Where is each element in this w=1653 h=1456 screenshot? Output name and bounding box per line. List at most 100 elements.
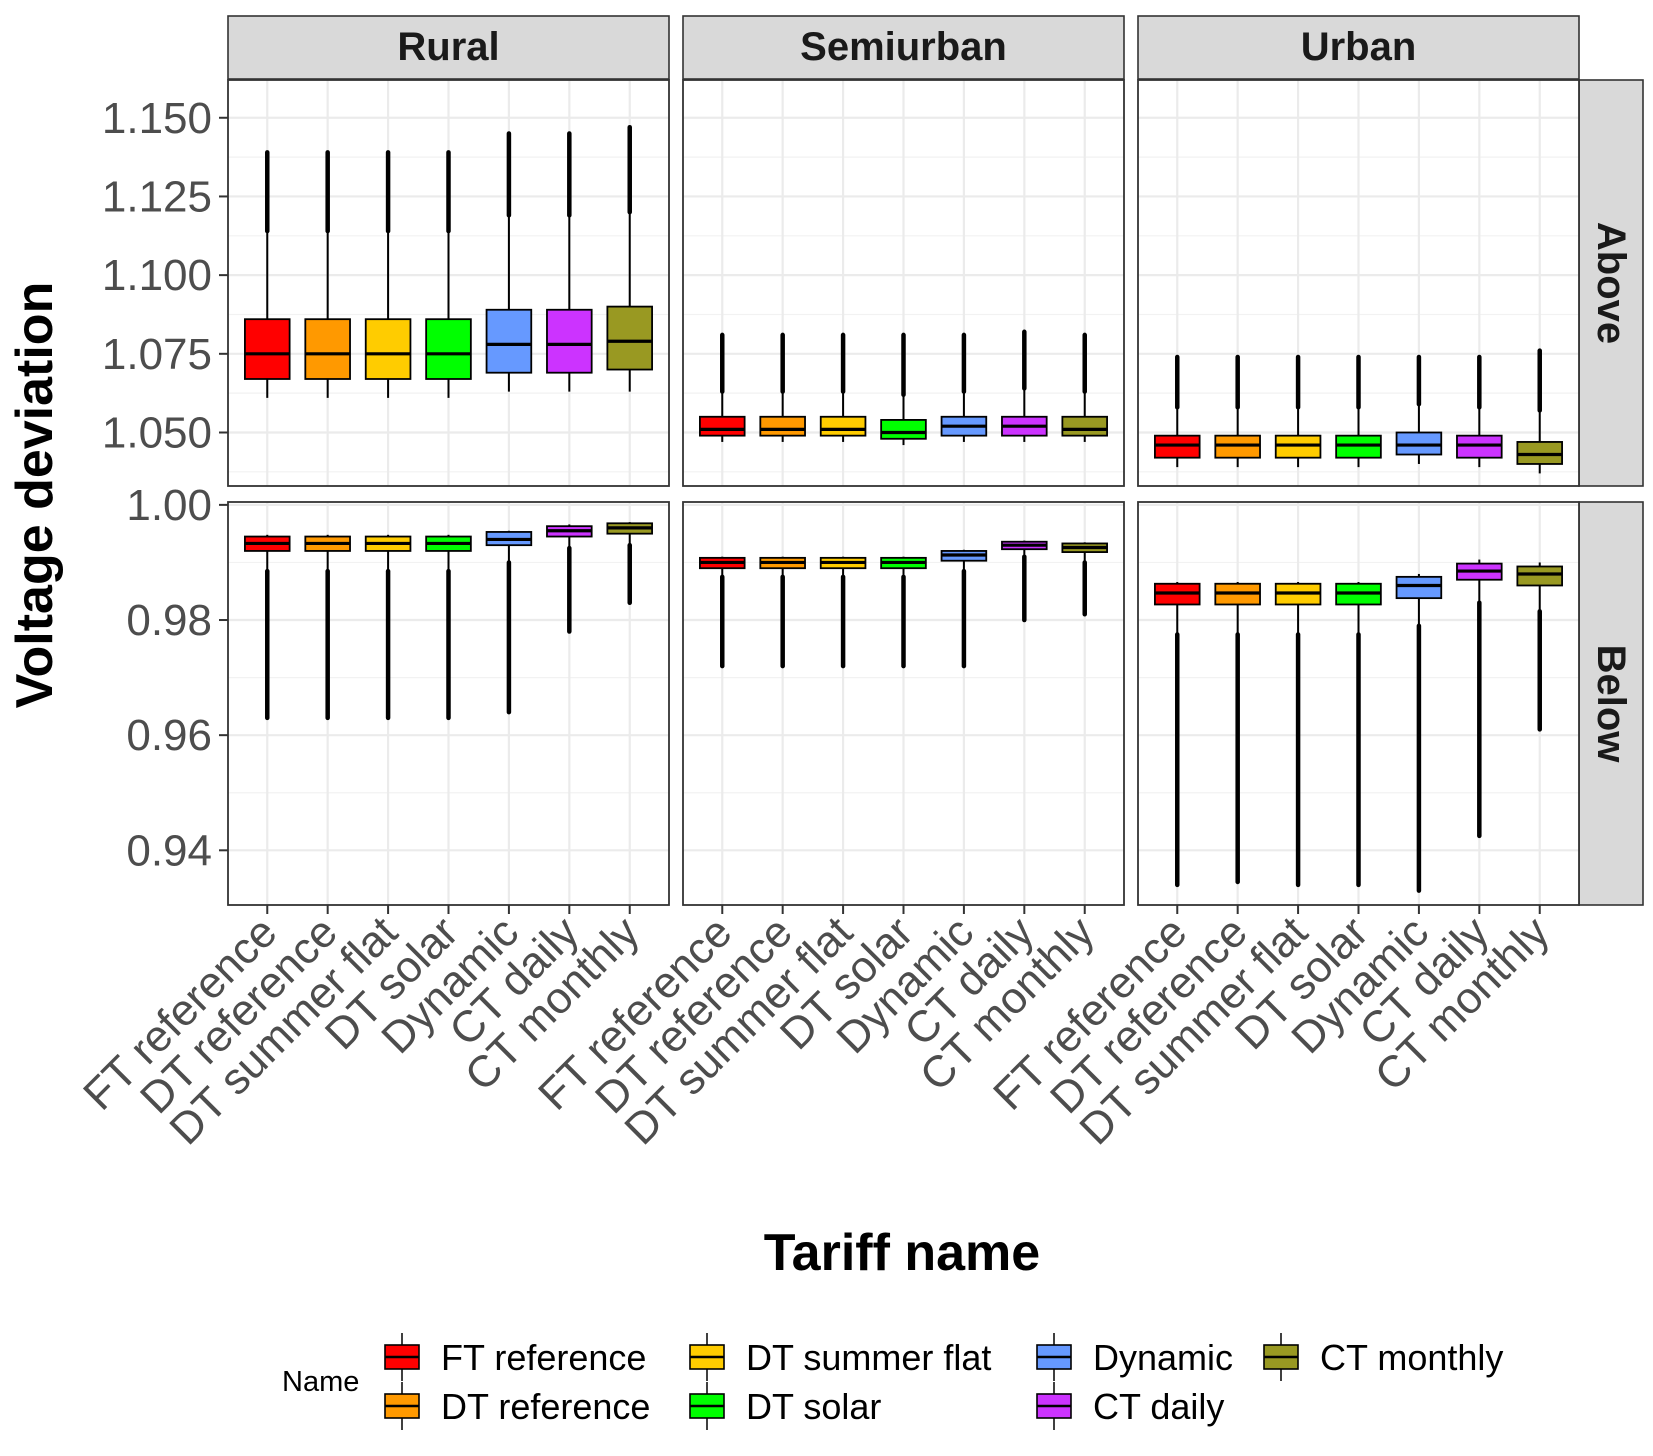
box-dt-solar [880, 556, 927, 669]
box-ft-reference [244, 534, 291, 721]
box-body [485, 308, 533, 374]
box-ct-daily [1001, 540, 1048, 623]
box-ct-daily [546, 131, 593, 392]
box-dt-solar [1335, 582, 1382, 888]
box-ct-monthly [1061, 332, 1108, 442]
box-dynamic [485, 131, 533, 392]
legend-key [1036, 1333, 1072, 1381]
box-dt-reference [1214, 582, 1261, 885]
box-body [364, 318, 412, 380]
box-body [880, 419, 927, 440]
box-dt-reference [304, 150, 351, 398]
row-strip [1578, 79, 1644, 487]
box-body [425, 318, 472, 380]
box-dt-summer-flat [819, 556, 867, 669]
row-strip-label: Below [1589, 645, 1633, 764]
legend-label: FT reference [441, 1337, 646, 1378]
box-body [699, 415, 746, 437]
box-ft-reference [1154, 582, 1201, 888]
box-dt-summer-flat [1274, 354, 1322, 468]
legend: Name FT reference DT reference DT summer fl… [282, 1333, 1503, 1430]
row-strip [1578, 501, 1644, 906]
box-dt-solar [425, 534, 472, 721]
y-tick-label: 1.100 [102, 251, 212, 300]
box-dt-reference [759, 332, 806, 442]
column-strip [227, 15, 670, 80]
box-dt-summer-flat [1274, 582, 1322, 888]
row-strip-label: Above [1589, 222, 1633, 344]
legend-label: DT solar [746, 1386, 881, 1427]
y-tick-label: 1.150 [102, 94, 212, 143]
legend-label: DT summer flat [746, 1337, 991, 1378]
box-body [304, 318, 351, 380]
legend-key [689, 1382, 725, 1430]
box-ft-reference [244, 150, 291, 398]
box-dt-solar [425, 150, 472, 398]
panel-semiurban-above [682, 79, 1125, 487]
panel-urban-above [1137, 79, 1580, 487]
legend-label: DT reference [441, 1386, 650, 1427]
box-ct-daily [1001, 329, 1048, 442]
y-axis-title: Voltage deviation [6, 282, 64, 709]
legend-label: CT monthly [1320, 1337, 1503, 1378]
box-ft-reference [699, 332, 746, 442]
box-dynamic [1395, 573, 1443, 893]
panel-border [682, 79, 1125, 487]
box-body [759, 415, 806, 437]
box-dt-solar [880, 332, 927, 446]
y-tick-label: 1.050 [102, 408, 212, 457]
box-dt-reference [304, 534, 351, 721]
x-axis-title: Tariff name [764, 1224, 1040, 1282]
y-tick-label: 0.98 [126, 596, 212, 645]
y-tick-label: 1.00 [126, 481, 212, 530]
box-dynamic [1395, 354, 1443, 464]
box-ct-monthly [606, 124, 653, 392]
legend-title: Name [282, 1366, 359, 1398]
box-ct-monthly [606, 522, 653, 605]
y-tick-label: 0.94 [126, 826, 212, 875]
y-tick-label: 0.96 [126, 711, 212, 760]
box-body [244, 318, 291, 380]
column-strip [682, 15, 1125, 80]
legend-label: Dynamic [1093, 1337, 1233, 1378]
box-dt-solar [1335, 354, 1382, 468]
box-dynamic [940, 332, 988, 442]
box-body [606, 305, 653, 371]
box-body [546, 308, 593, 374]
panel-semiurban-below [682, 501, 1125, 906]
box-ct-monthly [1516, 348, 1563, 474]
box-dt-summer-flat [364, 150, 412, 398]
box-ft-reference [1154, 354, 1201, 468]
box-body [819, 415, 867, 437]
legend-key [384, 1333, 420, 1381]
box-body [1061, 415, 1108, 437]
panel-rural-below [227, 501, 670, 906]
box-ct-daily [1456, 559, 1503, 839]
box-ct-daily [546, 524, 593, 634]
box-ct-monthly [1061, 542, 1108, 617]
box-body [1395, 575, 1443, 600]
legend-key [1036, 1382, 1072, 1430]
legend-key [384, 1382, 420, 1430]
y-tick-label: 1.075 [102, 330, 212, 379]
box-dt-summer-flat [819, 332, 867, 442]
y-tick-label: 1.125 [102, 172, 212, 221]
column-strip-label: Rural [397, 25, 499, 69]
column-strip-label: Urban [1301, 25, 1417, 69]
box-dynamic [940, 549, 988, 669]
box-dt-reference [759, 556, 806, 669]
box-ft-reference [699, 556, 746, 669]
panel-border [227, 79, 670, 487]
column-strip-label: Semiurban [800, 25, 1007, 69]
panel-border [1137, 79, 1580, 487]
box-dt-reference [1214, 354, 1261, 468]
box-dt-summer-flat [364, 534, 412, 721]
legend-key [689, 1333, 725, 1381]
panel-urban-below [1137, 501, 1580, 906]
box-ct-daily [1456, 354, 1503, 468]
box-ct-monthly [1516, 562, 1563, 732]
panel-rural-above [227, 79, 670, 487]
column-strip [1137, 15, 1580, 80]
box-body [1516, 565, 1563, 587]
